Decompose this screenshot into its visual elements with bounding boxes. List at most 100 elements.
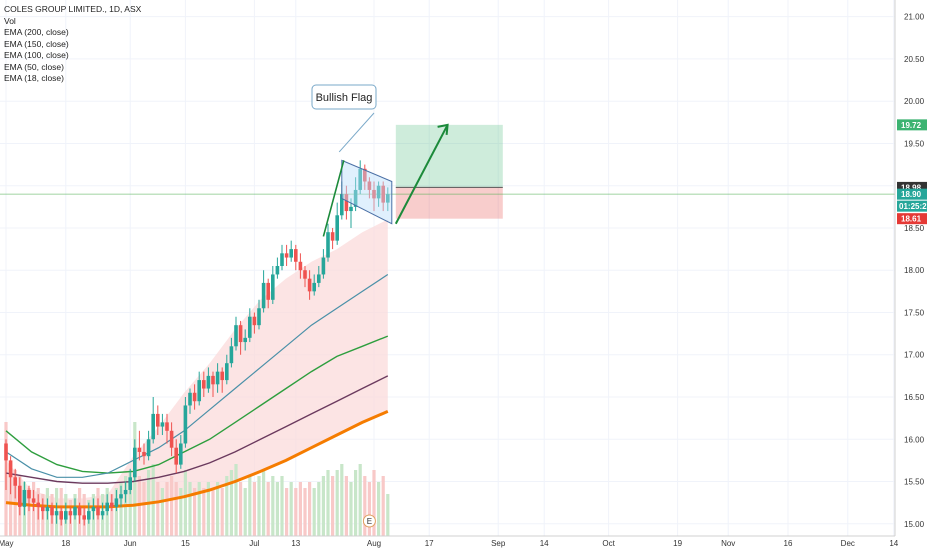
candle [372, 181, 376, 212]
candle [307, 270, 312, 300]
candle [266, 278, 270, 309]
candle-body [252, 316, 257, 326]
ema200-line [5, 410, 389, 509]
price-tick-label: 21.00 [904, 13, 925, 22]
candle [179, 435, 183, 469]
volume-bar [275, 482, 279, 536]
candle [142, 443, 146, 465]
candle [64, 502, 68, 524]
candle [91, 498, 96, 520]
candle-body [234, 325, 238, 347]
time-tick-label: 16 [784, 539, 793, 548]
candle [188, 388, 192, 414]
price-badge-label: 18.61 [901, 215, 922, 224]
time-tick-label: Dec [841, 539, 855, 548]
ema18-cloud [6, 219, 388, 507]
price-tick-label: 16.00 [904, 435, 925, 444]
volume-bar [142, 482, 146, 536]
candle [119, 485, 123, 507]
candle [261, 270, 266, 313]
price-badge [897, 181, 927, 193]
candle [312, 274, 316, 296]
time-tick-label: 14 [889, 539, 898, 548]
candle-body [307, 278, 312, 292]
candle-body [344, 194, 349, 212]
candle [133, 439, 137, 482]
candle-body [100, 511, 105, 516]
candle-body [280, 253, 284, 266]
candle-body [105, 502, 109, 512]
price-badge-label: 19.72 [901, 121, 922, 130]
candle [252, 312, 257, 334]
candle [169, 422, 174, 457]
candle [18, 477, 22, 516]
volume-bar [372, 470, 376, 536]
candle [257, 299, 261, 330]
candle-body [77, 506, 82, 516]
price-tick-label: 15.50 [904, 478, 925, 487]
countdown-label: 01:25:27 [899, 202, 932, 211]
candle [50, 502, 54, 524]
earnings-icon [362, 514, 376, 528]
candle-body [123, 489, 128, 495]
candle [381, 181, 385, 212]
candle [289, 240, 293, 262]
candle [174, 439, 178, 474]
candle-body [271, 274, 275, 300]
candle-body [376, 185, 381, 199]
candle-body [8, 460, 13, 478]
volume-bar [160, 488, 164, 536]
flag-channel [341, 159, 393, 225]
candle-body [133, 447, 137, 478]
candle [68, 506, 73, 524]
candle [110, 494, 114, 512]
volume-bar [243, 488, 247, 536]
time-tick-label: 19 [673, 539, 682, 548]
candle-body [225, 363, 229, 381]
candle-body [151, 413, 155, 440]
price-badge [897, 213, 927, 225]
candle [151, 397, 155, 444]
candle-body [349, 206, 353, 212]
volume-bar [340, 464, 344, 536]
volume-bar [197, 482, 201, 536]
callout-box [311, 84, 377, 110]
candle-body [137, 447, 142, 452]
time-tick-label: 17 [425, 539, 434, 548]
candle [284, 244, 289, 266]
candle [183, 397, 188, 448]
candle [41, 498, 45, 520]
legend-title: COLES GROUP LIMITED., 1D, ASX [4, 4, 142, 14]
candle-body [50, 506, 54, 516]
volume-bar [266, 482, 270, 536]
volume-bar [206, 482, 210, 536]
time-tick-label: Jun [124, 539, 137, 548]
candle-body [128, 477, 132, 490]
volume-bar [271, 476, 275, 536]
candle [344, 185, 349, 220]
candle-body [22, 489, 27, 507]
price-badge-label: 18.98 [901, 183, 922, 192]
time-tick-label: 13 [291, 539, 300, 548]
candle [335, 202, 339, 245]
candle [298, 253, 303, 279]
candle [100, 502, 105, 520]
volume-bar [335, 470, 339, 536]
legend-ema200: EMA (200, close) [4, 27, 69, 37]
candle-body [340, 194, 344, 216]
volume-bar [344, 476, 348, 536]
volume-bar [179, 488, 183, 536]
price-tick-label: 20.50 [904, 55, 925, 64]
earnings-marker: E [362, 514, 376, 528]
candle-body [363, 168, 367, 182]
candle [248, 308, 252, 343]
volume-bar [331, 476, 335, 536]
candle-body [284, 253, 289, 258]
price-tick-label: 19.50 [904, 139, 925, 148]
candle-body [330, 232, 335, 241]
volume-bar [151, 464, 155, 536]
candle [73, 498, 77, 520]
candle [123, 481, 128, 503]
volume-bar [289, 482, 293, 536]
